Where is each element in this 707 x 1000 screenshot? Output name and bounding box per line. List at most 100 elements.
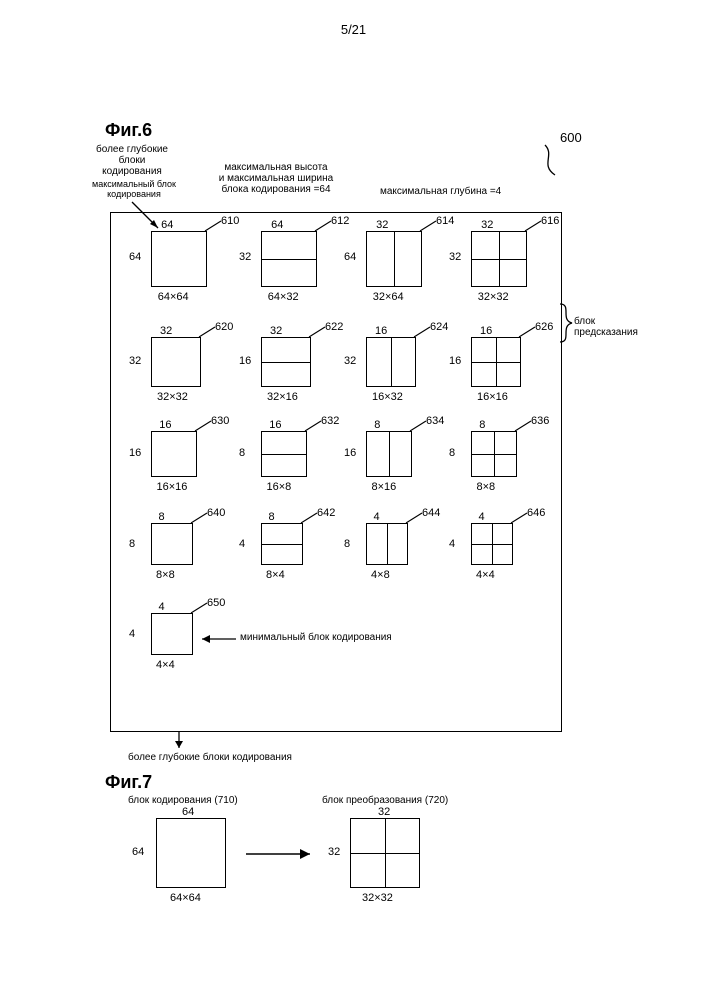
block-630-width: 16 bbox=[159, 419, 171, 431]
ref-600: 600 bbox=[560, 130, 582, 145]
block-614-width: 32 bbox=[376, 219, 388, 231]
block-622-height: 16 bbox=[239, 355, 251, 367]
block-610-caption: 64×64 bbox=[158, 291, 189, 303]
block-626-width: 16 bbox=[480, 325, 492, 337]
ref-620: 620 bbox=[215, 321, 233, 333]
fig7-coding-w: 64 bbox=[182, 806, 194, 818]
fig7-coding-block-label: блок кодирования (710) bbox=[128, 795, 238, 806]
fig7-transform-block bbox=[350, 818, 420, 888]
block-640-caption: 8×8 bbox=[156, 569, 175, 581]
coding-block-614 bbox=[366, 231, 422, 287]
fig7-coding-block bbox=[156, 818, 226, 888]
block-640-width: 8 bbox=[159, 511, 165, 523]
block-646-height: 4 bbox=[449, 538, 455, 550]
block-616-caption: 32×32 bbox=[478, 291, 509, 303]
block-620-width: 32 bbox=[160, 325, 172, 337]
coding-block-622 bbox=[261, 337, 311, 387]
block-614-height: 64 bbox=[344, 251, 356, 263]
ref-lead-600 bbox=[540, 140, 570, 180]
coding-block-610 bbox=[151, 231, 207, 287]
block-642-height: 4 bbox=[239, 538, 245, 550]
block-626-caption: 16×16 bbox=[477, 391, 508, 403]
block-644-caption: 4×8 bbox=[371, 569, 390, 581]
fig6-deeper-blocks-top-label: более глубокие блоки кодирования bbox=[82, 144, 182, 177]
ref-614: 614 bbox=[436, 215, 454, 227]
ref-616: 616 bbox=[541, 215, 559, 227]
block-634-height: 16 bbox=[344, 447, 356, 459]
block-624-caption: 16×32 bbox=[372, 391, 403, 403]
coding-block-616 bbox=[471, 231, 527, 287]
coding-block-630 bbox=[151, 431, 197, 477]
block-612-width: 64 bbox=[271, 219, 283, 231]
ref-634: 634 bbox=[426, 415, 444, 427]
coding-block-612 bbox=[261, 231, 317, 287]
ref-642: 642 bbox=[317, 507, 335, 519]
ref-610: 610 bbox=[221, 215, 239, 227]
fig7-transform-caption: 32×32 bbox=[362, 892, 393, 904]
block-650-height: 4 bbox=[129, 628, 135, 640]
block-636-height: 8 bbox=[449, 447, 455, 459]
ref-630: 630 bbox=[211, 415, 229, 427]
text-line: предсказания bbox=[574, 327, 664, 338]
arrow-min-block bbox=[196, 632, 236, 646]
fig6-prediction-block-label: блок предсказания bbox=[574, 316, 664, 338]
page: 5/21 Фиг.6 более глубокие блоки кодирова… bbox=[0, 0, 707, 1000]
ref-612: 612 bbox=[331, 215, 349, 227]
block-646-caption: 4×4 bbox=[476, 569, 495, 581]
coding-block-636 bbox=[471, 431, 517, 477]
block-634-caption: 8×16 bbox=[372, 481, 397, 493]
fig7-transform-block-label: блок преобразования (720) bbox=[322, 795, 448, 806]
text-line: более глубокие bbox=[82, 144, 182, 155]
fig6-max-hw-label: максимальная высота и максимальная ширин… bbox=[196, 162, 356, 195]
ref-644: 644 bbox=[422, 507, 440, 519]
block-650-caption: 4×4 bbox=[156, 659, 175, 671]
fig7-title: Фиг.7 bbox=[105, 772, 152, 793]
text-line: и максимальная ширина bbox=[196, 173, 356, 184]
block-632-height: 8 bbox=[239, 447, 245, 459]
block-612-caption: 64×32 bbox=[268, 291, 299, 303]
coding-block-646 bbox=[471, 523, 513, 565]
ref-640: 640 bbox=[207, 507, 225, 519]
text-line: блоки bbox=[82, 155, 182, 166]
block-636-width: 8 bbox=[479, 419, 485, 431]
block-614-caption: 32×64 bbox=[373, 291, 404, 303]
block-632-caption: 16×8 bbox=[267, 481, 292, 493]
text-line: максимальная высота bbox=[196, 162, 356, 173]
fig7-coding-h: 64 bbox=[132, 846, 144, 858]
page-number: 5/21 bbox=[0, 22, 707, 37]
brace-prediction bbox=[556, 300, 580, 346]
block-650-width: 4 bbox=[159, 601, 165, 613]
ref-650: 650 bbox=[207, 597, 225, 609]
text-line: блок bbox=[574, 316, 664, 327]
fig7-transform-w: 32 bbox=[378, 806, 390, 818]
ref-626: 626 bbox=[535, 321, 553, 333]
block-640-height: 8 bbox=[129, 538, 135, 550]
fig6-hierarchy-box: 646464×64610643264×32612326432×646143232… bbox=[110, 212, 562, 732]
fig6-max-depth-label: максимальная глубина =4 bbox=[380, 186, 501, 197]
arrow-bottom-deeper bbox=[172, 732, 186, 754]
coding-block-640 bbox=[151, 523, 193, 565]
ref-632: 632 bbox=[321, 415, 339, 427]
coding-block-644 bbox=[366, 523, 408, 565]
ref-622: 622 bbox=[325, 321, 343, 333]
coding-block-634 bbox=[366, 431, 412, 477]
fig6-min-block-label: минимальный блок кодирования bbox=[240, 632, 392, 643]
fig6-max-block-label: максимальный блок кодирования bbox=[74, 180, 194, 200]
ref-624: 624 bbox=[430, 321, 448, 333]
block-620-height: 32 bbox=[129, 355, 141, 367]
block-610-height: 64 bbox=[129, 251, 141, 263]
block-632-width: 16 bbox=[269, 419, 281, 431]
block-642-width: 8 bbox=[269, 511, 275, 523]
ref-636: 636 bbox=[531, 415, 549, 427]
fig6-title: Фиг.6 bbox=[105, 120, 152, 141]
block-622-caption: 32×16 bbox=[267, 391, 298, 403]
fig7-transform-h: 32 bbox=[328, 846, 340, 858]
coding-block-642 bbox=[261, 523, 303, 565]
block-624-width: 16 bbox=[375, 325, 387, 337]
coding-block-620 bbox=[151, 337, 201, 387]
block-646-width: 4 bbox=[479, 511, 485, 523]
block-630-height: 16 bbox=[129, 447, 141, 459]
arrow-maxblock-to-610 bbox=[128, 198, 168, 238]
fig7-coding-caption: 64×64 bbox=[170, 892, 201, 904]
block-636-caption: 8×8 bbox=[477, 481, 496, 493]
